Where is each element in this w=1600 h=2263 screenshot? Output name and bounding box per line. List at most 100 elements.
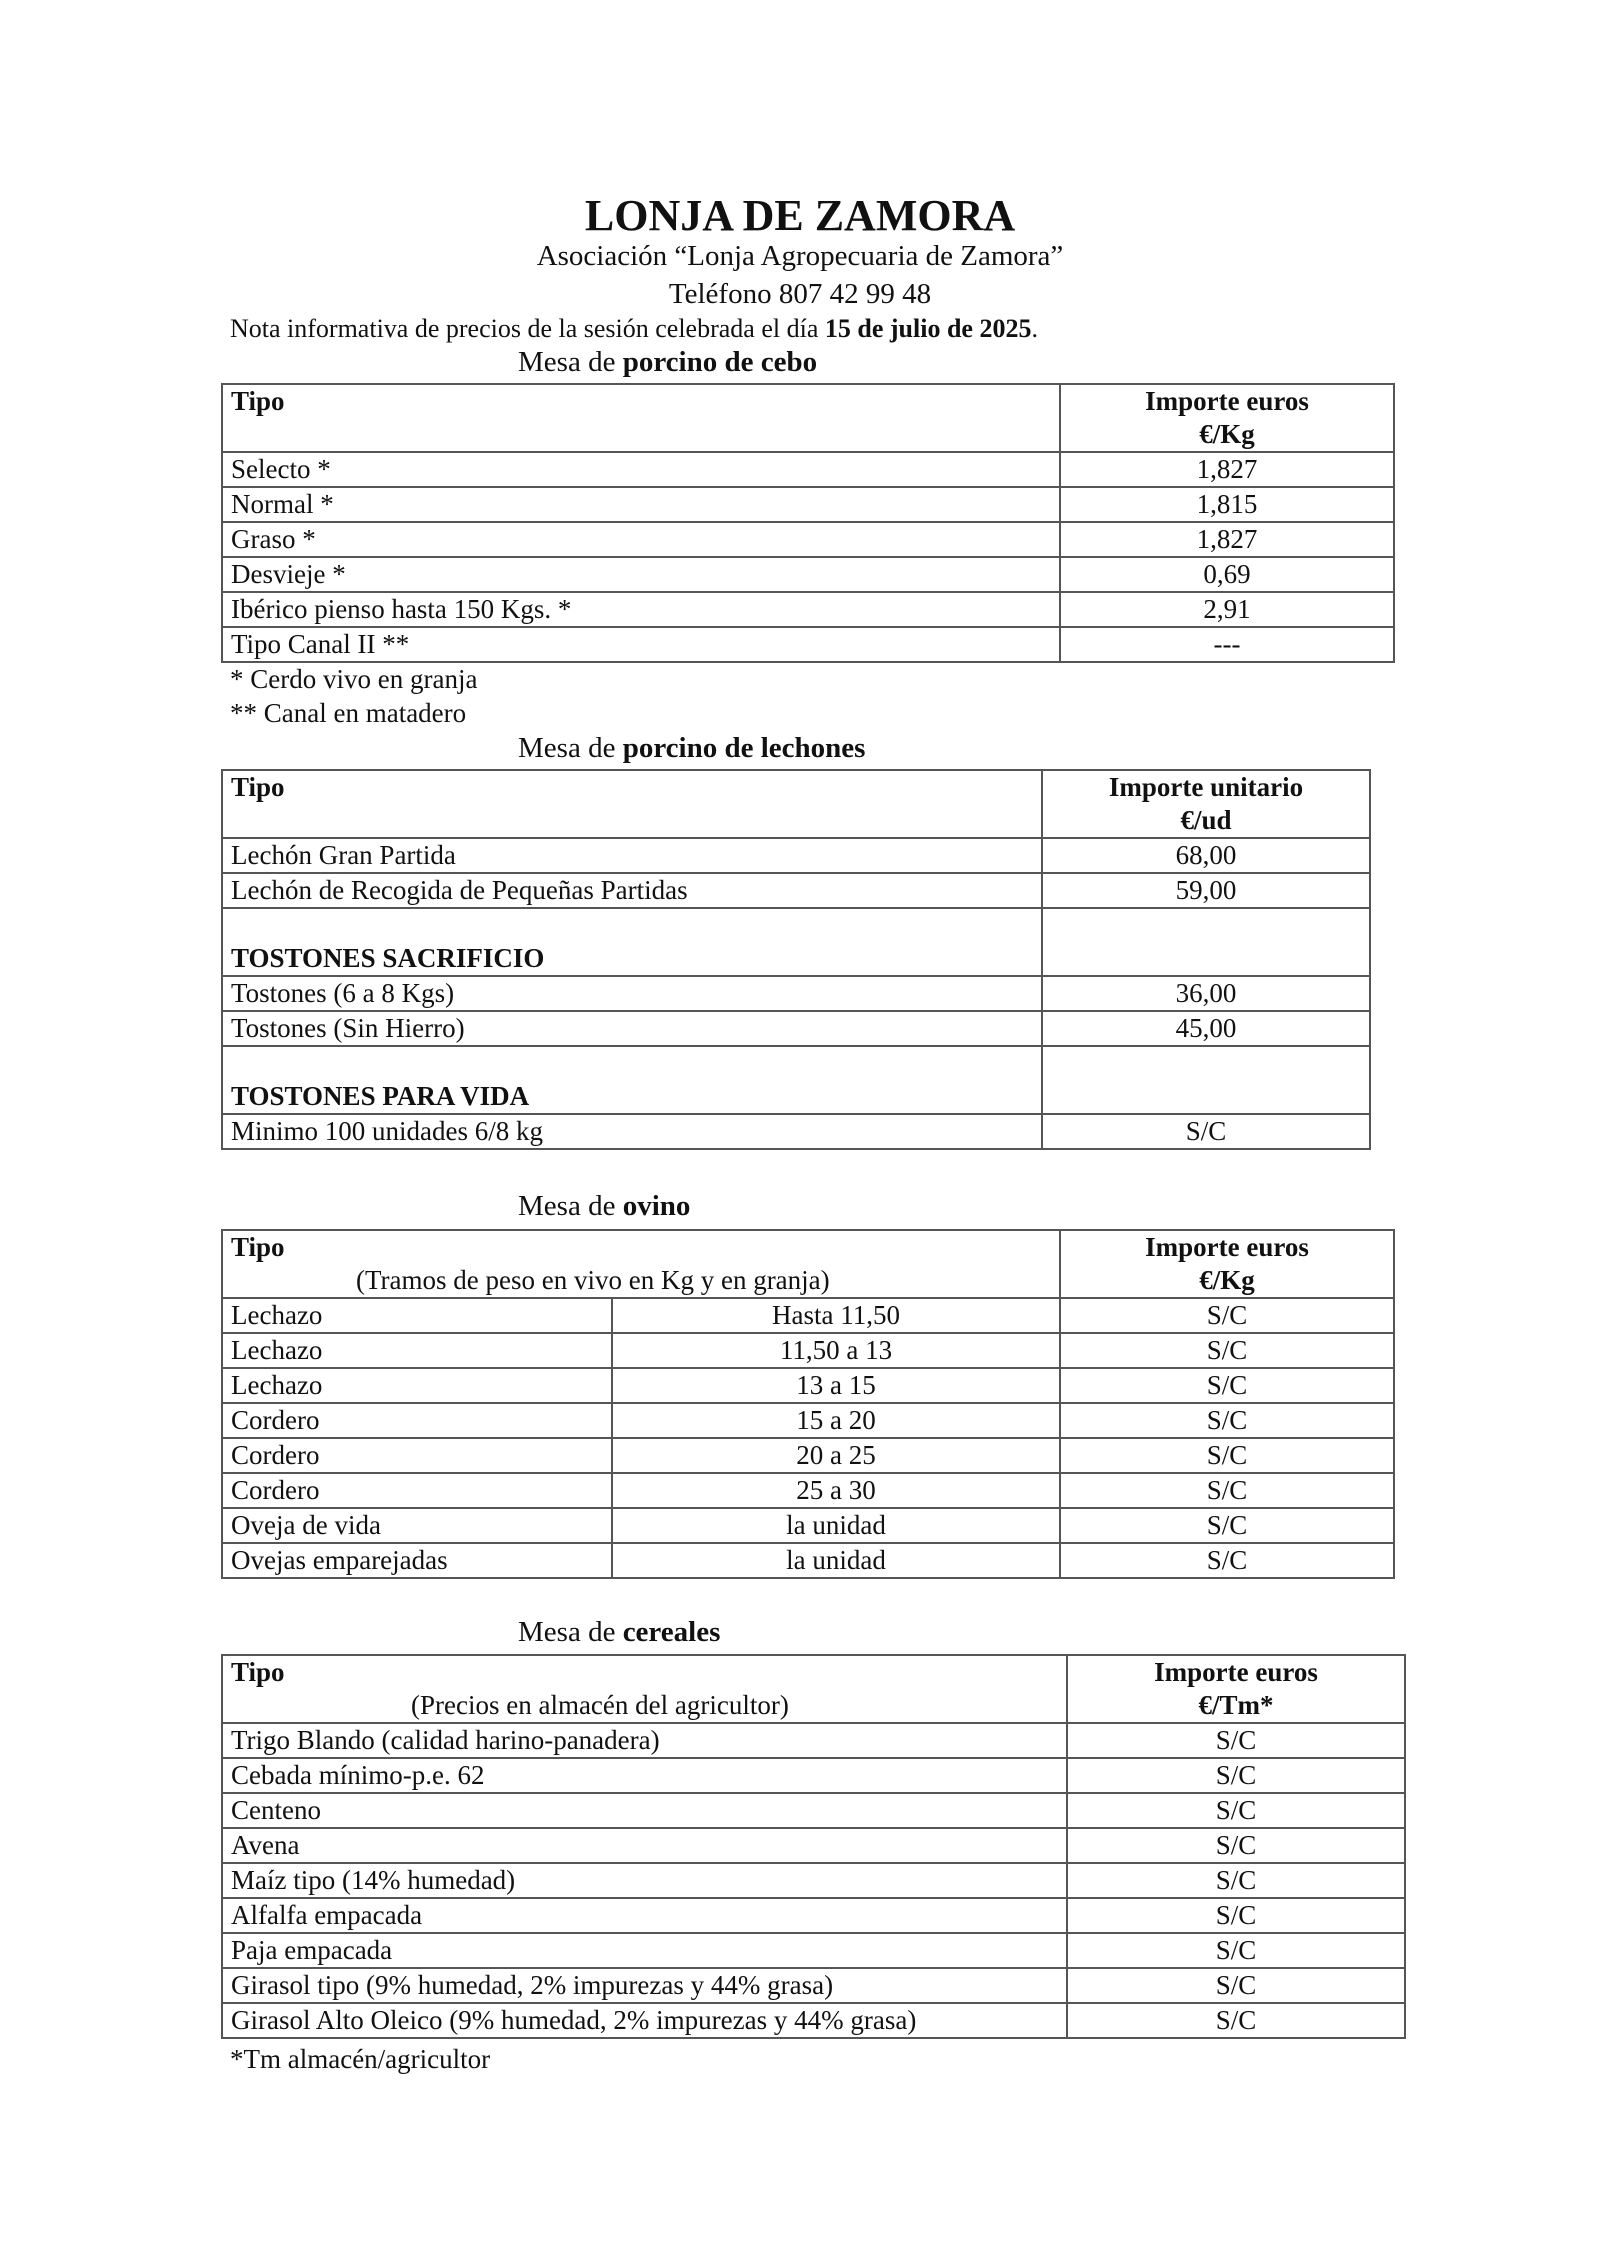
table-row: Ibérico pienso hasta 150 Kgs. * 2,91: [221, 591, 1395, 628]
table-row: Paja empacada S/C: [221, 1932, 1406, 1969]
col-price-line2: €/ud: [1180, 805, 1232, 835]
table-row: Maíz tipo (14% humedad) S/C: [221, 1862, 1406, 1899]
mesa-prefix: Mesa de: [518, 1190, 623, 1222]
cell-tramo: 20 a 25: [611, 1437, 1061, 1474]
col-price-line2: €/Tm*: [1198, 1690, 1274, 1720]
table-row: Cebada mínimo-p.e. 62 S/C: [221, 1757, 1406, 1794]
cell-price: S/C: [1059, 1472, 1395, 1509]
cell-price: S/C: [1066, 1722, 1406, 1759]
cell-tipo: Lechazo: [221, 1332, 613, 1369]
col-price-line2: €/Kg: [1199, 419, 1255, 449]
mesa-cereales-heading: Mesa de cereales: [518, 1616, 720, 1649]
col-tipo: Tipo: [221, 769, 1043, 839]
table-row: Tostones (Sin Hierro) 45,00: [221, 1010, 1371, 1047]
document-title: LONJA DE ZAMORA: [584, 191, 1016, 240]
phone-number: Teléfono 807 42 99 48: [668, 278, 932, 310]
table-row: Girasol Alto Oleico (9% humedad, 2% impu…: [221, 2002, 1406, 2039]
col-tipo-sub: (Tramos de peso en vivo en Kg y en granj…: [356, 1265, 830, 1295]
cell-price: S/C: [1066, 2002, 1406, 2039]
cebo-table: Tipo Importe euros €/Kg Selecto * 1,827 Nor…: [221, 383, 1395, 663]
col-tipo-sub: (Precios en almacén del agricultor): [411, 1690, 789, 1720]
cell-tipo: Maíz tipo (14% humedad): [221, 1862, 1068, 1899]
association-name: Asociación “Lonja Agropecuaria de Zamora…: [536, 240, 1064, 272]
mesa-ovino-heading: Mesa de ovino: [518, 1190, 690, 1223]
cell-tipo: Cordero: [221, 1402, 613, 1439]
table-row: Cordero 25 a 30 S/C: [221, 1472, 1395, 1509]
cell-tramo: la unidad: [611, 1507, 1061, 1544]
session-date: 15 de julio de 2025: [824, 314, 1032, 343]
table-row: Cordero 20 a 25 S/C: [221, 1437, 1395, 1474]
cell-price: ---: [1059, 626, 1395, 663]
cell-tipo: Tipo Canal II **: [221, 626, 1061, 663]
table-row: Normal * 1,815: [221, 486, 1395, 523]
cell-price: S/C: [1066, 1862, 1406, 1899]
table-header: Tipo (Tramos de peso en vivo en Kg y en g…: [221, 1229, 1395, 1299]
footnote: *Tm almacén/agricultor: [230, 2044, 491, 2074]
col-price: Importe euros €/Tm*: [1066, 1654, 1406, 1724]
cell-price: 1,827: [1059, 521, 1395, 558]
cell-price: [1041, 1045, 1371, 1115]
col-tipo-label: Tipo: [231, 1657, 285, 1687]
cell-tipo: Ibérico pienso hasta 150 Kgs. *: [221, 591, 1061, 628]
table-row: Trigo Blando (calidad harino-panadera) S/…: [221, 1722, 1406, 1759]
cell-price: 2,91: [1059, 591, 1395, 628]
mesa-prefix: Mesa de: [518, 732, 623, 764]
cell-price: S/C: [1059, 1542, 1395, 1579]
mesa-name: ovino: [622, 1190, 691, 1222]
cell-price: 36,00: [1041, 975, 1371, 1012]
cell-tramo: 13 a 15: [611, 1367, 1061, 1404]
cell-tipo: Alfalfa empacada: [221, 1897, 1068, 1934]
cell-price: S/C: [1041, 1113, 1371, 1150]
cell-tipo: Cordero: [221, 1472, 613, 1509]
note-suffix: .: [1031, 314, 1038, 343]
cell-price: S/C: [1066, 1757, 1406, 1794]
table-header: Tipo Importe unitario €/ud: [221, 769, 1371, 839]
cell-tipo: Girasol tipo (9% humedad, 2% impurezas y…: [221, 1967, 1068, 2004]
table-row: Cordero 15 a 20 S/C: [221, 1402, 1395, 1439]
table-row: Selecto * 1,827: [221, 451, 1395, 488]
cell-tipo: Tostones (6 a 8 Kgs): [221, 975, 1043, 1012]
cell-price: [1041, 907, 1371, 977]
cell-tipo: Graso *: [221, 521, 1061, 558]
cell-price: 1,815: [1059, 486, 1395, 523]
cell-tipo: Lechón de Recogida de Pequeñas Partidas: [221, 872, 1043, 909]
mesa-name: cereales: [622, 1616, 721, 1648]
col-price-line1: Importe euros: [1154, 1657, 1318, 1687]
cell-tipo: Lechón Gran Partida: [221, 837, 1043, 874]
table-row: Ovejas emparejadas la unidad S/C: [221, 1542, 1395, 1579]
session-note: Nota informativa de precios de la sesión…: [230, 314, 1038, 344]
cell-tipo: Normal *: [221, 486, 1061, 523]
table-header: Tipo (Precios en almacén del agricultor) …: [221, 1654, 1406, 1724]
mesa-lechones-heading: Mesa de porcino de lechones: [518, 732, 865, 765]
cell-price: S/C: [1059, 1367, 1395, 1404]
cell-price: 45,00: [1041, 1010, 1371, 1047]
table-row: Tostones (6 a 8 Kgs) 36,00: [221, 975, 1371, 1012]
cell-tipo: Cebada mínimo-p.e. 62: [221, 1757, 1068, 1794]
cell-price: S/C: [1066, 1932, 1406, 1969]
col-price-line1: Importe euros: [1145, 386, 1309, 416]
cell-tramo: la unidad: [611, 1542, 1061, 1579]
table-row: Avena S/C: [221, 1827, 1406, 1864]
cell-price: S/C: [1059, 1297, 1395, 1334]
cereales-table: Tipo (Precios en almacén del agricultor) …: [221, 1654, 1406, 2039]
col-price: Importe euros €/Kg: [1059, 383, 1395, 453]
cell-tipo: Lechazo: [221, 1367, 613, 1404]
table-row: TOSTONES PARA VIDA: [221, 1045, 1371, 1115]
col-tipo: Tipo (Precios en almacén del agricultor): [221, 1654, 1068, 1724]
table-row: Graso * 1,827: [221, 521, 1395, 558]
col-price-line1: Importe unitario: [1108, 772, 1304, 802]
table-header: Tipo Importe euros €/Kg: [221, 383, 1395, 453]
mesa-name: porcino de lechones: [622, 732, 866, 764]
cell-tramo: 11,50 a 13: [611, 1332, 1061, 1369]
mesa-prefix: Mesa de: [518, 346, 623, 378]
col-price-line2: €/Kg: [1199, 1265, 1255, 1295]
table-row: Centeno S/C: [221, 1792, 1406, 1829]
cell-price: 68,00: [1041, 837, 1371, 874]
cell-tipo: Lechazo: [221, 1297, 613, 1334]
cell-price: S/C: [1059, 1507, 1395, 1544]
cell-tipo: Desvieje *: [221, 556, 1061, 593]
cell-price: S/C: [1059, 1332, 1395, 1369]
table-row: Alfalfa empacada S/C: [221, 1897, 1406, 1934]
table-row: Oveja de vida la unidad S/C: [221, 1507, 1395, 1544]
